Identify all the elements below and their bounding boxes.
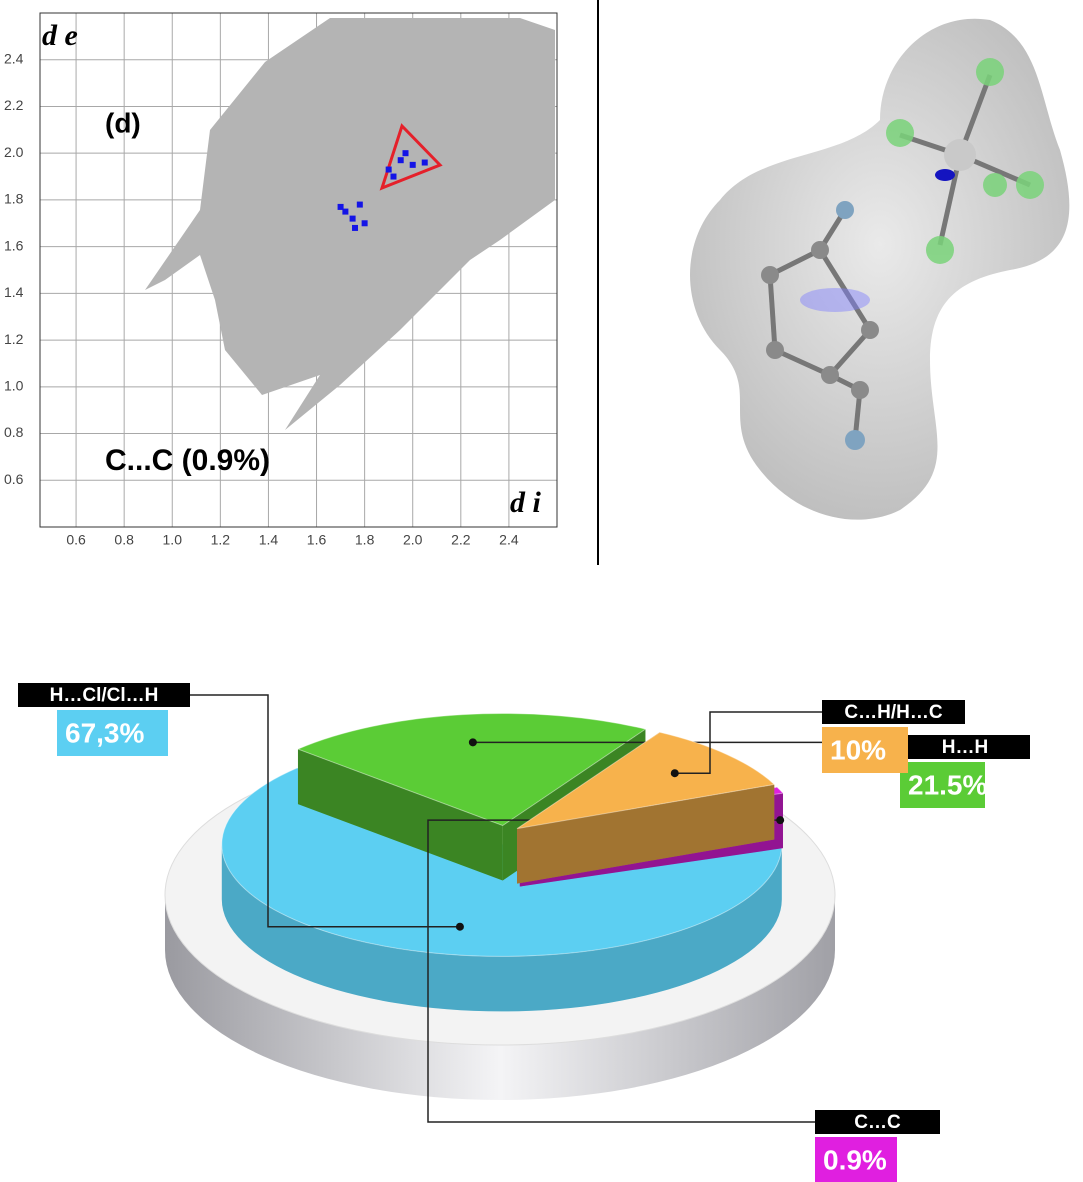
point <box>361 220 368 227</box>
y-tick-label: 1.2 <box>4 331 24 347</box>
annotation: C...C (0.9%) <box>105 444 270 477</box>
y-tick-label: 0.6 <box>4 471 24 487</box>
fingerprint-cloud <box>145 18 555 430</box>
x-tick-label: 1.4 <box>259 532 279 548</box>
value-box <box>57 710 168 756</box>
slice <box>296 712 647 827</box>
y-tick-label: 2.2 <box>4 97 24 113</box>
label-box <box>18 683 190 707</box>
y-tick-label: 1.8 <box>4 191 24 207</box>
slice-label: H…Cl/Cl…H <box>50 685 159 706</box>
point <box>397 157 404 164</box>
slice-label: C…H/H…C <box>844 702 942 723</box>
point <box>390 173 397 180</box>
value-label: 0.9% <box>823 1144 887 1175</box>
slice-label: C…C <box>854 1112 901 1133</box>
y-tick-label: 1.6 <box>4 237 24 253</box>
value-label: 67,3% <box>65 717 144 748</box>
point <box>356 201 363 208</box>
panel-label: (d) <box>105 107 141 138</box>
label-box <box>815 1110 940 1134</box>
x-tick-label: 2.2 <box>451 532 471 548</box>
fingerprint-plot <box>145 18 555 430</box>
value-box <box>900 762 985 808</box>
value-box <box>815 1137 897 1182</box>
point <box>337 203 344 210</box>
leader-dot <box>455 922 464 931</box>
x-tick-label: 1.6 <box>307 532 327 548</box>
y-tick-label: 0.8 <box>4 424 24 440</box>
slice-side <box>297 749 503 881</box>
point <box>352 224 359 231</box>
leader-line <box>190 694 460 928</box>
slice-side-shade <box>517 784 775 884</box>
molecule-illustration <box>690 18 1070 520</box>
x-tick-label: 1.8 <box>355 532 375 548</box>
hirshfeld-surface <box>690 18 1070 520</box>
y-tick-label: 1.4 <box>4 284 24 300</box>
value-label: 21.5% <box>908 769 987 800</box>
point <box>421 159 428 166</box>
highlight-triangle <box>379 123 443 191</box>
x-tick-label: 2.0 <box>403 532 423 548</box>
x-tick-label: 1.0 <box>163 532 183 548</box>
x-tick-label: 2.4 <box>499 532 519 548</box>
y-tick-label: 2.0 <box>4 144 24 160</box>
leader-dot <box>776 816 785 825</box>
value-label: 10% <box>830 734 886 765</box>
point <box>402 150 409 157</box>
point <box>385 166 392 173</box>
label-box <box>900 735 1030 759</box>
point <box>409 161 416 168</box>
label-box <box>822 700 965 724</box>
y-tick-label: 2.4 <box>4 50 24 66</box>
plot-frame <box>39 12 558 528</box>
point <box>342 208 349 215</box>
x-tick-label: 0.6 <box>66 532 86 548</box>
x-tick-label: 1.2 <box>211 532 231 548</box>
y-axis-label: d e <box>42 19 78 52</box>
slice-side-shade <box>297 749 503 881</box>
leader-dot <box>670 769 679 778</box>
point <box>349 215 356 222</box>
leader-dot <box>468 738 477 747</box>
x-tick-label: 0.8 <box>114 532 134 548</box>
x-axis-label: d i <box>510 486 542 519</box>
y-tick-label: 1.0 <box>4 378 24 394</box>
slice-label: H…H <box>942 737 988 758</box>
leader-line <box>674 711 822 774</box>
slice-side <box>221 844 782 1012</box>
slice-side-shade <box>221 844 782 1012</box>
value-box <box>822 727 908 773</box>
slice-side <box>517 784 775 884</box>
